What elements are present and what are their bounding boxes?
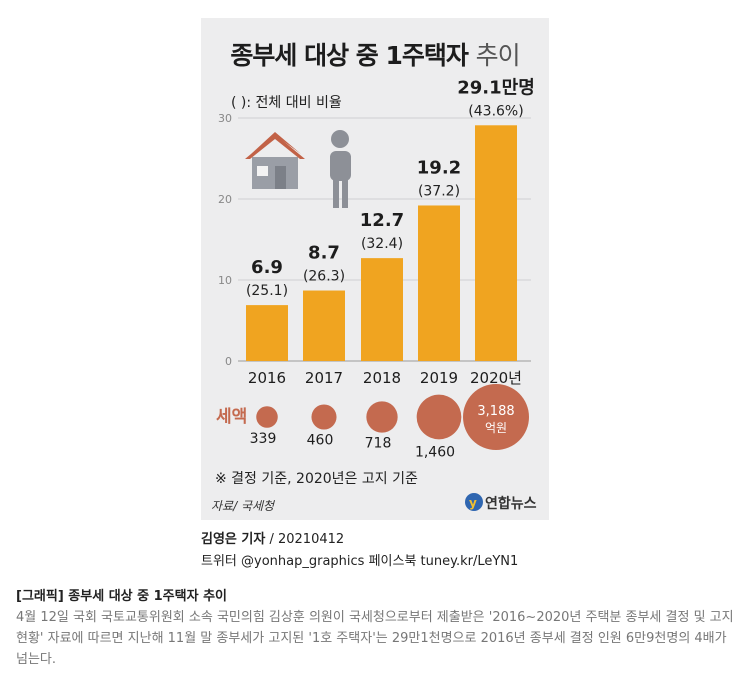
infographic-panel: 종부세 대상 중 1주택자 추이 ( ): 전체 대비 비율 0 10 20 30 6… [201, 18, 549, 520]
bar-value-label: 19.2 [417, 157, 461, 178]
bar [303, 290, 345, 361]
caption-title: [그래픽] 종부세 대상 중 1주택자 추이 [16, 589, 227, 604]
bar [475, 125, 517, 361]
bar-chart: 0 10 20 30 6.9 (25.1) 8.7 (26.3) 12.7 (32.4) 19.2… [211, 77, 537, 513]
tax-bubble [416, 394, 462, 440]
house-icon [245, 132, 305, 189]
bar-ratio-label: (26.3) [303, 269, 345, 285]
y-tick-label: 0 [225, 355, 232, 368]
bar-ratio-label: (25.1) [246, 283, 288, 299]
ratio-note: ( ): 전체 대비 비율 [231, 95, 342, 111]
tax-label: 세액 [216, 407, 247, 427]
bar [418, 205, 460, 361]
bar-ratio-label: (37.2) [418, 183, 460, 199]
tax-value-label: 460 [307, 433, 334, 449]
tax-value-label: 1,460 [415, 444, 455, 460]
date: / 20210412 [269, 532, 345, 547]
x-tick-label: 2017 [305, 369, 343, 387]
tax-value-label: 339 [250, 431, 277, 447]
tax-bubble [463, 384, 529, 450]
tax-value-label: 3,188 [477, 404, 514, 419]
x-axis-labels: 2016 2017 2018 2019 2020년 [248, 369, 522, 387]
bars [246, 125, 517, 361]
y-tick-label: 20 [218, 193, 232, 206]
bar [246, 305, 288, 361]
caption-body: 4월 12일 국회 국토교통위원회 소속 국민의힘 김상훈 의원이 국세청으로부… [16, 610, 734, 667]
yonhap-logo-text: 연합뉴스 [485, 495, 537, 512]
credit-author-line: 김영은 기자 / 20210412 [201, 528, 344, 547]
source-label: 자료/ 국세청 [211, 499, 276, 513]
bar-value-label: 6.9 [251, 257, 283, 278]
person-icon [330, 130, 351, 208]
yonhap-logo-mark: y [469, 496, 477, 510]
bar [361, 258, 403, 361]
y-tick-label: 30 [218, 112, 232, 125]
bar-value-label: 8.7 [308, 243, 340, 264]
x-tick-label: 2016 [248, 369, 286, 387]
tax-bubble [256, 406, 278, 428]
y-tick-label: 10 [218, 274, 232, 287]
tax-bubble [366, 401, 398, 433]
yonhap-logo: y 연합뉴스 [465, 493, 537, 512]
chart-title-suffix: 추이 [475, 41, 521, 70]
x-tick-label: 2020년 [470, 369, 522, 387]
chart-title: 종부세 대상 중 1주택자 추이 [201, 36, 549, 72]
author: 김영은 기자 [201, 532, 266, 547]
credit-sns: 트위터 @yonhap_graphics 페이스북 tuney.kr/LeYN1 [201, 554, 519, 569]
tax-unit-label: 억원 [485, 421, 507, 435]
bar-value-label: 29.1만명 [457, 77, 535, 98]
tax-bubble [311, 404, 337, 430]
footnote: ※ 결정 기준, 2020년은 고지 기준 [215, 471, 418, 487]
bar-ratio-label: (43.6%) [468, 103, 523, 119]
x-tick-label: 2019 [420, 369, 458, 387]
tax-value-label: 718 [365, 436, 392, 452]
bar-value-labels: 6.9 (25.1) 8.7 (26.3) 12.7 (32.4) 19.2 (37.2) 29… [246, 77, 535, 299]
bar-value-label: 12.7 [360, 210, 404, 231]
x-tick-label: 2018 [363, 369, 401, 387]
house-person-illustration [245, 130, 351, 208]
bar-ratio-label: (32.4) [361, 236, 403, 252]
y-axis-ticks: 0 10 20 30 [218, 112, 232, 368]
chart-title-main: 종부세 대상 중 1주택자 [230, 41, 469, 70]
